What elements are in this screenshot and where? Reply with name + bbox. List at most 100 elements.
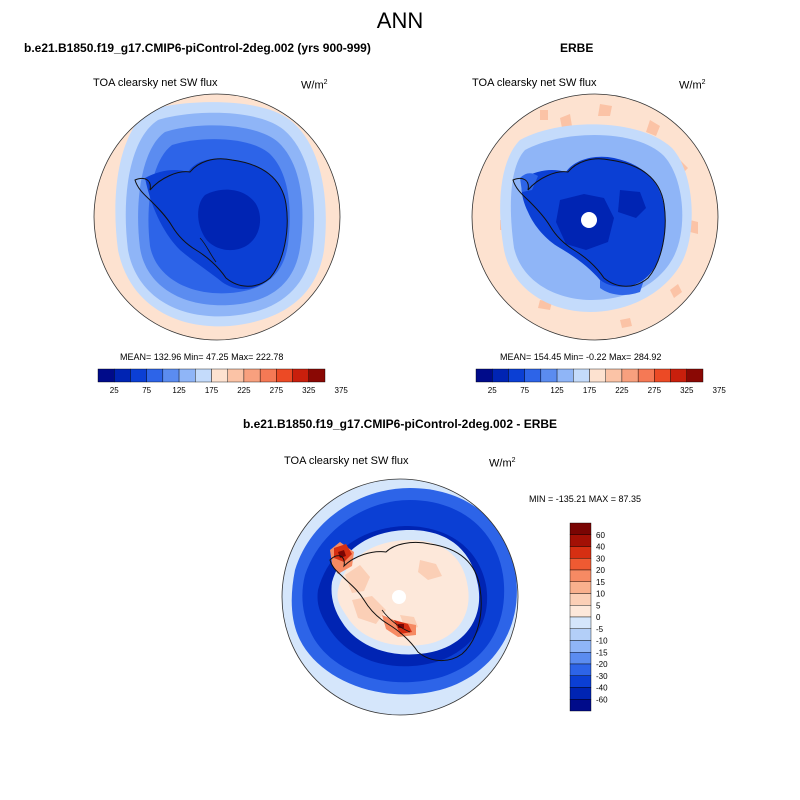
panel2-colorbar-swatch-0 bbox=[475, 368, 493, 383]
panel3-colorbar-tick-label: -30 bbox=[596, 672, 608, 681]
panel1-variable-label: TOA clearsky net SW flux bbox=[93, 77, 218, 89]
panel1-colorbar-swatch-3 bbox=[146, 368, 164, 383]
panel3-map bbox=[282, 479, 518, 715]
panel3-colorbar-swatch-13 bbox=[569, 675, 592, 688]
panel1-colorbar-tick-label: 325 bbox=[302, 386, 316, 395]
panel2-colorbar-swatch-7 bbox=[589, 368, 606, 383]
panel3-units: W/m2 bbox=[489, 457, 516, 470]
panel3-colorbar-swatch-12 bbox=[569, 663, 592, 676]
panel2-map-border bbox=[471, 93, 719, 341]
panel2-colorbar-swatch-2 bbox=[508, 368, 525, 383]
panel1-colorbar-swatch-9 bbox=[243, 368, 261, 383]
panel3-colorbar-tick-label: 20 bbox=[596, 566, 605, 575]
panel2-colorbar-tick-label: 175 bbox=[583, 386, 597, 395]
panel3-colorbar-tick-label: -10 bbox=[596, 637, 608, 646]
panel3-band-pos20 bbox=[330, 542, 416, 637]
panel2-colorbar-tick-label: 275 bbox=[648, 386, 662, 395]
panel3-coastline bbox=[329, 541, 482, 661]
panel1-colorbar-swatch-10 bbox=[259, 368, 277, 383]
panel2-colorbar-swatch-11 bbox=[654, 368, 671, 383]
panel2-colorbar-tick-label: 325 bbox=[680, 386, 694, 395]
panel1-colorbar-swatch-0 bbox=[97, 368, 115, 383]
panel1-colorbar-swatch-2 bbox=[130, 368, 147, 383]
panel3-variable-label: TOA clearsky net SW flux bbox=[284, 455, 409, 467]
panel1-colorbar-swatch-7 bbox=[211, 368, 228, 383]
panel3-colorbar-swatch-14 bbox=[569, 687, 592, 700]
panel3-band-pos10 bbox=[345, 560, 442, 631]
panel3-colorbar-tick-label: 15 bbox=[596, 578, 605, 587]
panel1-colorbar-tick-label: 375 bbox=[335, 386, 349, 395]
panel1-peninsula-coast bbox=[199, 237, 217, 263]
panel1-colorbar-swatch-13 bbox=[308, 368, 326, 383]
panel1-colorbar-swatch-11 bbox=[276, 368, 293, 383]
panel3-colorbar-tick-label: 5 bbox=[596, 601, 601, 610]
panel3-colorbar-swatch-2 bbox=[569, 546, 592, 559]
panel2-colorbar-tick-label: 225 bbox=[615, 386, 629, 395]
panel3-colorbar-swatch-8 bbox=[569, 616, 592, 629]
panel3-colorbar-tick-label: 10 bbox=[596, 590, 605, 599]
panel2-colorbar-tick-label: 75 bbox=[520, 386, 529, 395]
panel2-pole-hole bbox=[581, 212, 597, 228]
panel3-colorbar-swatch-0 bbox=[569, 522, 592, 535]
panel1-colorbar-tick-label: 275 bbox=[270, 386, 284, 395]
panel3-colorbar-tick-label: -15 bbox=[596, 648, 608, 657]
panel2-colorbar-swatch-10 bbox=[637, 368, 655, 383]
panel1-colorbar-swatch-1 bbox=[114, 368, 131, 383]
panel3-map-border bbox=[281, 478, 519, 716]
panel1-coastline bbox=[134, 158, 288, 287]
panel3-stats: MIN = -135.21 MAX = 87.35 bbox=[529, 494, 642, 504]
panel2-colorbar-tick-label: 375 bbox=[713, 386, 727, 395]
panel2-colorbar: 25 75 125 175 225 275 325 375 bbox=[475, 368, 727, 395]
panel2-colorbar-swatch-4 bbox=[540, 368, 558, 383]
panel1-map bbox=[94, 94, 340, 340]
panel1-colorbar-tick-label: 125 bbox=[172, 386, 186, 395]
panel2-colorbar-tick-label: 25 bbox=[488, 386, 497, 395]
panel2-colorbar-swatch-3 bbox=[524, 368, 542, 383]
panel2-colorbar-swatch-5 bbox=[556, 368, 574, 383]
panel3-colorbar: 60 40 30 20 15 10 5 0 -5 -10 -15 -20 -30 -40 -60 bbox=[569, 522, 608, 712]
panel2-colorbar-tick-label: 125 bbox=[550, 386, 564, 395]
panel1-map-border bbox=[93, 93, 341, 341]
panel1-title: b.e21.B1850.f19_g17.CMIP6-piControl-2deg… bbox=[24, 41, 371, 55]
panel1-stats: MEAN= 132.96 Min= 47.25 Max= 222.78 bbox=[120, 352, 284, 362]
panel1-colorbar-swatch-6 bbox=[195, 368, 212, 383]
panel1-units: W/m2 bbox=[301, 79, 328, 92]
panel2-colorbar-swatch-13 bbox=[686, 368, 704, 383]
panel3-colorbar-swatch-4 bbox=[569, 569, 592, 582]
panel3-colorbar-swatch-6 bbox=[569, 593, 592, 606]
panel2-colorbar-swatch-1 bbox=[492, 368, 509, 383]
panel3-colorbar-swatch-1 bbox=[569, 534, 592, 547]
panel2-variable-label: TOA clearsky net SW flux bbox=[472, 77, 597, 89]
panel3-colorbar-tick-label: 0 bbox=[596, 613, 601, 622]
panel2-colorbar-swatch-8 bbox=[605, 368, 623, 383]
panel1-colorbar-swatch-12 bbox=[292, 368, 309, 383]
panel1-colorbar: 25 75 125 175 225 275 325 375 bbox=[97, 368, 349, 395]
main-title: ANN bbox=[376, 8, 424, 33]
panel3-peninsula-coast bbox=[381, 609, 411, 633]
panel3-colorbar-swatch-9 bbox=[569, 628, 592, 641]
panel2-map bbox=[472, 94, 718, 340]
panel3-colorbar-swatch-3 bbox=[569, 558, 592, 571]
panel3-colorbar-swatch-7 bbox=[569, 605, 592, 618]
panel3-colorbar-tick-label: -40 bbox=[596, 684, 608, 693]
panel1-colorbar-tick-label: 75 bbox=[142, 386, 151, 395]
panel2-colorbar-swatch-6 bbox=[573, 368, 590, 383]
panel3-colorbar-swatch-10 bbox=[569, 640, 592, 653]
panel2-coastline bbox=[512, 158, 666, 287]
panel3-colorbar-swatch-5 bbox=[569, 581, 592, 594]
panel2-colorbar-swatch-9 bbox=[621, 368, 639, 383]
panel1-colorbar-swatch-5 bbox=[178, 368, 196, 383]
panel3-colorbar-tick-label: -60 bbox=[596, 695, 608, 704]
panel1-band-75 bbox=[198, 189, 261, 251]
panel3-pole-hole bbox=[392, 590, 406, 604]
panel3-colorbar-tick-label: -5 bbox=[596, 625, 604, 634]
panel3-colorbar-tick-label: 40 bbox=[596, 543, 605, 552]
panel1-colorbar-tick-label: 175 bbox=[205, 386, 219, 395]
panel1-colorbar-swatch-4 bbox=[162, 368, 180, 383]
panel3-colorbar-tick-label: 30 bbox=[596, 554, 605, 563]
panel1-colorbar-tick-label: 25 bbox=[110, 386, 119, 395]
panel2-stats: MEAN= 154.45 Min= -0.22 Max= 284.92 bbox=[500, 352, 662, 362]
panel1-colorbar-tick-label: 225 bbox=[237, 386, 251, 395]
panel1-colorbar-swatch-8 bbox=[227, 368, 245, 383]
